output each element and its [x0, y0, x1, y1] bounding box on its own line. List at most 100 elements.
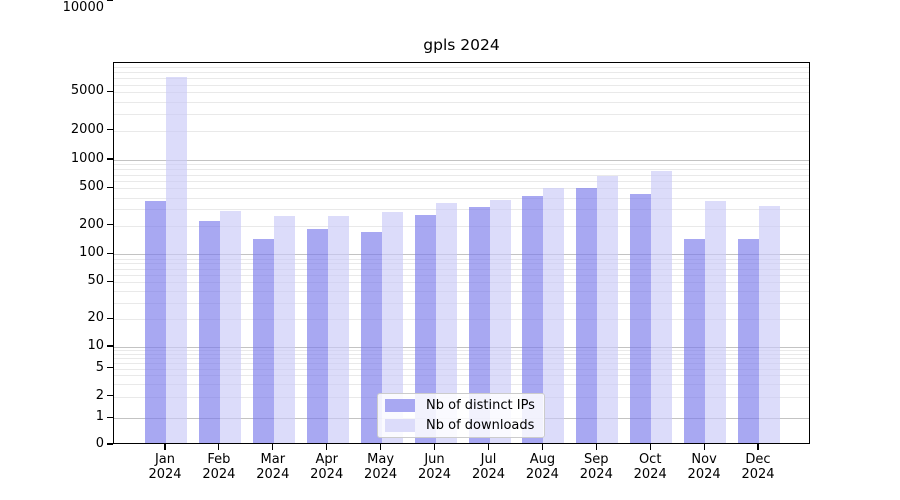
y-tick-mark [107, 158, 113, 160]
legend-label-distinct-ips: Nb of distinct IPs [426, 398, 535, 413]
gridline-major [114, 254, 809, 256]
x-tick-label-jul: Jul 2024 [471, 452, 506, 482]
legend-entry-downloads: Nb of downloads [385, 418, 537, 433]
gridline-minor [114, 353, 809, 355]
x-tick-mark [703, 444, 705, 450]
x-tick-mark [541, 444, 543, 450]
y-tick-label: 500 [79, 179, 104, 195]
y-tick-label: 2000 [70, 121, 104, 137]
gridline-minor [114, 258, 809, 260]
bar-downloads-nov [705, 201, 727, 443]
legend-swatch-downloads [385, 419, 415, 432]
gridline-minor [114, 180, 809, 182]
bar-distinct-ips-oct [630, 193, 652, 443]
gridline-minor [114, 209, 809, 211]
gridline-minor [114, 368, 809, 370]
y-tick-label: 10000 [62, 0, 104, 15]
gridline-major [114, 347, 809, 348]
y-tick-mark [107, 0, 113, 2]
bar-downloads-feb [219, 210, 241, 443]
y-tick-label: 5 [95, 359, 104, 375]
x-tick-label-feb: Feb 2024 [202, 452, 236, 482]
y-tick-mark [107, 186, 113, 188]
gridline-minor [114, 362, 809, 364]
gridline-major [114, 160, 809, 161]
bar-downloads-sep [597, 175, 619, 443]
bar-downloads-apr [327, 216, 349, 443]
bar-distinct-ips-mar [252, 238, 274, 443]
x-tick-mark [272, 444, 274, 450]
gridline-minor [114, 84, 809, 86]
y-tick-mark [107, 443, 113, 445]
gridline-minor [114, 268, 809, 270]
gridline-minor [114, 113, 809, 115]
gridline-minor [114, 164, 809, 166]
y-tick-label: 1000 [70, 151, 104, 166]
gridline-minor [114, 174, 809, 176]
y-tick-label: 0 [95, 436, 104, 451]
y-tick-mark [107, 395, 113, 397]
bar-downloads-dec [759, 206, 780, 443]
y-tick-mark [107, 224, 113, 226]
gridline-minor [114, 358, 809, 360]
x-tick-label-may: May 2024 [364, 452, 398, 482]
y-tick-mark [107, 345, 113, 347]
x-tick-mark [433, 444, 436, 450]
x-tick-label-dec: Dec 2024 [741, 452, 775, 482]
bar-distinct-ips-jun [414, 214, 436, 443]
gridline-minor [114, 197, 809, 199]
gridline-minor [114, 282, 809, 284]
bar-downloads-jan [166, 77, 187, 443]
legend-label-downloads: Nb of downloads [426, 418, 535, 433]
x-tick-mark [487, 444, 490, 450]
bar-downloads-oct [651, 170, 673, 443]
x-tick-mark [595, 444, 597, 450]
y-tick-mark [107, 252, 113, 254]
x-tick-label-sep: Sep 2024 [579, 452, 613, 482]
x-tick-label-nov: Nov 2024 [687, 452, 721, 482]
y-tick-label: 100 [79, 245, 104, 261]
bar-distinct-ips-sep [576, 188, 598, 443]
plot-inner [114, 63, 809, 443]
y-tick-label: 5000 [70, 83, 104, 99]
plot-area [113, 62, 810, 444]
y-tick-mark [107, 129, 113, 131]
gridline-minor [114, 384, 809, 386]
y-tick-label: 50 [87, 273, 104, 289]
bar-downloads-aug [543, 187, 565, 443]
y-tick-mark [107, 317, 113, 319]
x-tick-mark [380, 444, 382, 450]
bar-distinct-ips-feb [198, 221, 220, 443]
x-tick-label-jun: Jun 2024 [417, 452, 452, 482]
x-tick-mark [164, 444, 166, 450]
gridline-minor [114, 291, 809, 293]
gridline-minor [114, 225, 809, 227]
x-tick-label-aug: Aug 2024 [525, 452, 559, 482]
gridline-minor [114, 92, 809, 94]
bar-distinct-ips-nov [684, 238, 706, 443]
gridline-minor [114, 350, 809, 352]
legend-entry-distinct-ips: Nb of distinct IPs [385, 398, 537, 413]
bar-distinct-ips-jul [468, 207, 490, 443]
y-tick-label: 10 [87, 338, 104, 353]
bar-distinct-ips-jan [145, 201, 166, 443]
x-tick-mark [218, 444, 220, 450]
x-tick-label-apr: Apr 2024 [310, 452, 344, 482]
y-tick-label: 1 [95, 409, 104, 425]
bar-distinct-ips-dec [738, 238, 759, 443]
y-tick-mark [107, 90, 113, 92]
gridline-minor [114, 130, 809, 132]
gridline-minor [114, 72, 809, 74]
x-tick-mark [757, 444, 759, 450]
legend-box: Nb of distinct IPs Nb of downloads [377, 393, 545, 438]
bar-downloads-jul [489, 199, 511, 443]
gridline-minor [114, 188, 809, 190]
x-tick-label-oct: Oct 2024 [633, 452, 667, 482]
gridline-minor [114, 78, 809, 79]
bar-downloads-mar [273, 215, 295, 443]
gridline-minor [114, 302, 809, 304]
gridline-minor [114, 319, 809, 321]
legend-swatch-distinct-ips [385, 399, 415, 412]
y-tick-label: 2 [95, 387, 104, 403]
